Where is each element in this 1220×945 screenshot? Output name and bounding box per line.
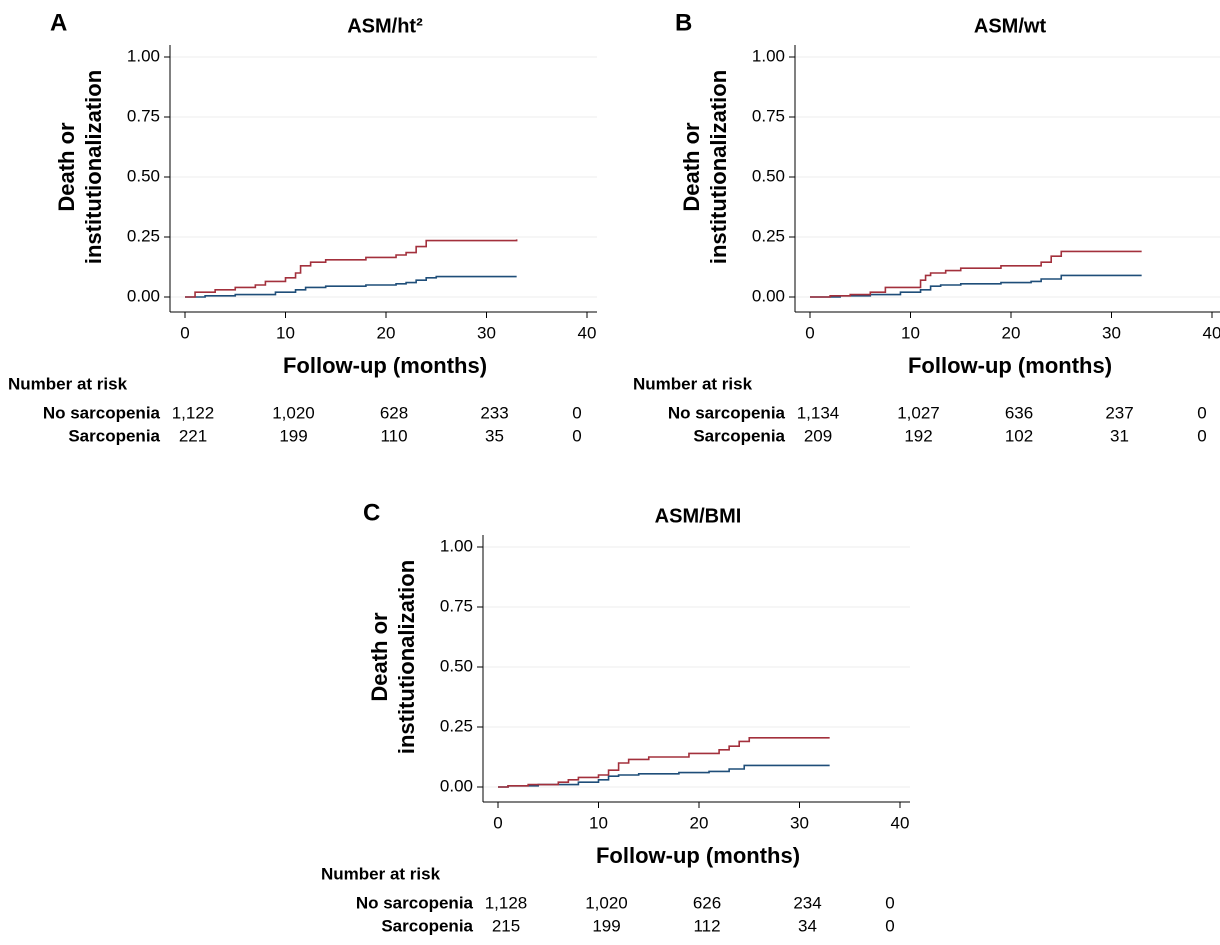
x-tick-label: 0 (805, 323, 814, 342)
risk-count: 215 (492, 916, 520, 935)
risk-count: 234 (793, 893, 821, 912)
y-tick-label: 0.00 (752, 286, 785, 305)
y-axis-label: institutionalization (706, 70, 731, 264)
x-axis-label: Follow-up (months) (283, 353, 487, 378)
y-tick-label: 0.50 (752, 166, 785, 185)
risk-count: 636 (1005, 403, 1033, 422)
y-tick-label: 0.75 (440, 596, 473, 615)
risk-count: 628 (380, 403, 408, 422)
y-tick-label: 1.00 (127, 46, 160, 65)
y-tick-label: 0.75 (127, 106, 160, 125)
panel-label: A (50, 9, 67, 36)
x-tick-label: 30 (790, 813, 809, 832)
x-axis-label: Follow-up (months) (596, 843, 800, 868)
panel-label: C (363, 499, 380, 526)
risk-count: 209 (804, 426, 832, 445)
risk-row-label: No sarcopenia (668, 403, 786, 422)
risk-count: 1,020 (585, 893, 628, 912)
risk-row-label: No sarcopenia (356, 893, 474, 912)
risk-count: 626 (693, 893, 721, 912)
survival-curve (498, 737, 830, 788)
risk-count: 221 (179, 426, 207, 445)
x-tick-label: 20 (377, 323, 396, 342)
risk-count: 112 (693, 916, 720, 935)
x-tick-label: 30 (477, 323, 496, 342)
survival-curve (185, 239, 518, 298)
risk-count: 34 (798, 916, 817, 935)
y-axis-label: institutionalization (394, 560, 419, 754)
y-tick-label: 1.00 (752, 46, 785, 65)
risk-count: 0 (885, 916, 894, 935)
risk-count: 110 (380, 426, 407, 445)
y-tick-label: 0.00 (127, 286, 160, 305)
risk-count: 1,128 (485, 893, 528, 912)
survival-curve (810, 274, 1142, 298)
x-tick-label: 10 (589, 813, 608, 832)
chart-title: ASM/BMI (655, 505, 742, 527)
risk-count: 102 (1005, 426, 1033, 445)
y-tick-label: 0.25 (127, 226, 160, 245)
risk-count: 1,027 (897, 403, 940, 422)
y-tick-label: 0.25 (752, 226, 785, 245)
x-tick-label: 40 (578, 323, 597, 342)
x-tick-label: 30 (1102, 323, 1121, 342)
y-tick-label: 0.50 (127, 166, 160, 185)
risk-count: 0 (572, 426, 581, 445)
y-axis-label: Death or (367, 612, 392, 702)
x-tick-label: 0 (493, 813, 502, 832)
x-tick-label: 10 (276, 323, 295, 342)
risk-table-title: Number at risk (633, 374, 753, 393)
risk-count: 0 (572, 403, 581, 422)
y-axis-label: Death or (54, 122, 79, 212)
risk-row-label: Sarcopenia (693, 426, 785, 445)
y-axis-label: Death or (679, 122, 704, 212)
y-tick-label: 0.75 (752, 106, 785, 125)
risk-count: 199 (592, 916, 620, 935)
y-tick-label: 0.25 (440, 716, 473, 735)
risk-count: 0 (1197, 426, 1206, 445)
y-axis-label: institutionalization (81, 70, 106, 264)
risk-row-label: Sarcopenia (68, 426, 160, 445)
chart-title: ASM/ht² (347, 15, 423, 37)
x-tick-label: 20 (690, 813, 709, 832)
risk-row-label: No sarcopenia (43, 403, 161, 422)
x-tick-label: 0 (180, 323, 189, 342)
risk-count: 1,134 (797, 403, 840, 422)
risk-count: 1,020 (272, 403, 315, 422)
y-tick-label: 1.00 (440, 536, 473, 555)
x-tick-label: 40 (1203, 323, 1220, 342)
x-tick-label: 40 (891, 813, 910, 832)
x-tick-label: 10 (901, 323, 920, 342)
risk-table-title: Number at risk (321, 864, 441, 883)
risk-count: 1,122 (172, 403, 215, 422)
risk-row-label: Sarcopenia (381, 916, 473, 935)
x-axis-label: Follow-up (months) (908, 353, 1112, 378)
y-tick-label: 0.50 (440, 656, 473, 675)
risk-count: 0 (1197, 403, 1206, 422)
risk-count: 31 (1110, 426, 1129, 445)
risk-count: 237 (1105, 403, 1133, 422)
risk-table-title: Number at risk (8, 374, 128, 393)
risk-count: 233 (480, 403, 508, 422)
survival-curve (498, 764, 830, 788)
panel-label: B (675, 9, 692, 36)
y-tick-label: 0.00 (440, 776, 473, 795)
survival-curve (810, 250, 1142, 298)
chart-title: ASM/wt (974, 15, 1047, 37)
x-tick-label: 20 (1002, 323, 1021, 342)
risk-count: 35 (485, 426, 504, 445)
survival-curve (185, 275, 517, 298)
risk-count: 192 (904, 426, 932, 445)
risk-count: 199 (279, 426, 307, 445)
risk-count: 0 (885, 893, 894, 912)
